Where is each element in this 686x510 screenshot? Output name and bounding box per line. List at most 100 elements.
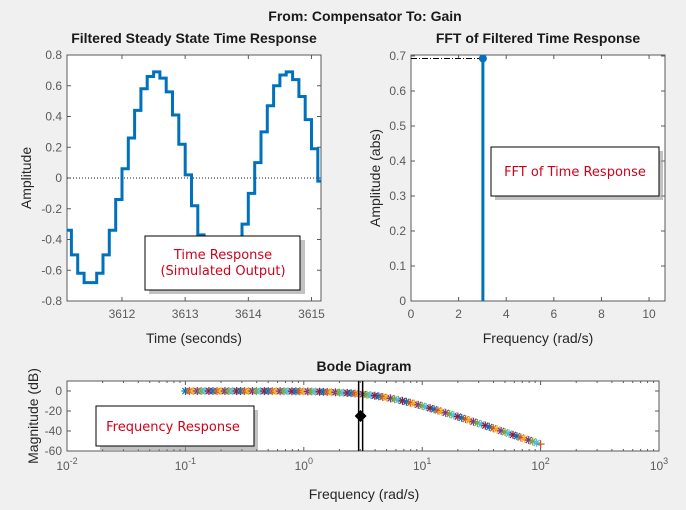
- x-tick-label: 2: [455, 307, 462, 321]
- time-response-axes[interactable]: Filtered Steady State Time Response 3612…: [18, 30, 325, 346]
- asterisk-marker: [433, 406, 442, 415]
- marker-stroke: [489, 424, 497, 432]
- asterisk-marker: [418, 401, 427, 410]
- asterisk-marker: [512, 432, 521, 441]
- marker-stroke: [477, 420, 485, 428]
- bode-title: Bode Diagram: [317, 358, 412, 374]
- y-tick-label: 0.2: [45, 140, 62, 154]
- y-tick-label: 0.4: [389, 154, 406, 168]
- asterisk-marker: [406, 398, 415, 407]
- y-tick-label: -0.8: [41, 294, 62, 308]
- y-tick-label: -0.2: [41, 202, 62, 216]
- marker-stroke: [454, 413, 462, 421]
- y-tick-label: 0.5: [389, 119, 406, 133]
- marker-stroke: [509, 431, 517, 439]
- marker-stroke: [501, 428, 509, 436]
- marker-stroke: [533, 439, 541, 447]
- asterisk-marker: [481, 421, 490, 430]
- time-ylabel: Amplitude: [18, 147, 34, 209]
- x-tick-label: 4: [503, 307, 510, 321]
- annotation-line1: Frequency Response: [106, 420, 240, 435]
- time-response-title: Filtered Steady State Time Response: [71, 30, 317, 46]
- fft-axes[interactable]: FFT of Filtered Time Response 0 2 4 6 8 10 0 0.…: [367, 30, 666, 346]
- asterisk-marker: [493, 425, 502, 434]
- marker-stroke: [414, 401, 422, 409]
- marker-stroke: [442, 409, 450, 417]
- time-response-line: [67, 70, 321, 286]
- fft-annotation[interactable]: FFT of Time Response: [490, 146, 663, 200]
- marker-stroke: [525, 436, 533, 444]
- y-tick-label: -40: [45, 424, 63, 438]
- y-tick-label: -20: [45, 404, 63, 418]
- y-tick-label: 0: [399, 294, 406, 308]
- marker-stroke: [473, 419, 481, 427]
- asterisk-marker: [536, 440, 545, 449]
- marker-stroke: [438, 408, 446, 416]
- y-tick-label: 0.1: [389, 259, 406, 273]
- marker-stroke: [410, 400, 418, 408]
- marker-stroke: [481, 422, 489, 430]
- annotation-line2: (Simulated Output): [160, 264, 285, 279]
- marker-stroke: [422, 403, 430, 411]
- x-tick-label: 10: [642, 307, 656, 321]
- bode-xlabel: Frequency (rad/s): [309, 486, 419, 502]
- marker-stroke: [462, 415, 470, 423]
- asterisk-marker: [508, 430, 517, 439]
- y-tick-label: 0.6: [45, 79, 62, 93]
- asterisk-marker: [453, 412, 462, 421]
- y-tick-label: -0.6: [41, 263, 62, 277]
- diamond-marker: [354, 410, 367, 422]
- bode-ylabel: Magnitude (dB): [25, 368, 41, 464]
- y-tick-label: 0: [55, 171, 62, 185]
- marker-stroke: [505, 430, 513, 437]
- y-tick-label: 0.4: [45, 110, 62, 124]
- y-tick-label: 0.2: [389, 224, 406, 238]
- annotation-line1: FFT of Time Response: [504, 165, 646, 180]
- asterisk-marker: [516, 433, 525, 442]
- x-tick-label: 6: [550, 307, 557, 321]
- stem-marker: [478, 54, 487, 63]
- x-tick-label: 3615: [298, 307, 325, 321]
- time-response-annotation[interactable]: Time Response (Simulated Output): [144, 235, 305, 294]
- x-tick-label: 3614: [235, 307, 262, 321]
- y-tick-label: 0.7: [389, 49, 406, 63]
- bode-axes[interactable]: Bode Diagram 10-2 10-1 100 101 102 103-60-40-…: [25, 358, 668, 502]
- marker-stroke: [529, 438, 537, 445]
- x-tick-label: 0: [408, 307, 415, 321]
- marker-stroke: [418, 402, 426, 410]
- marker-stroke: [521, 435, 529, 443]
- marker-stroke: [458, 414, 466, 422]
- marker-stroke: [485, 423, 493, 431]
- marker-stroke: [402, 398, 410, 406]
- marker-stroke: [430, 405, 438, 413]
- asterisk-marker: [485, 422, 494, 431]
- y-tick-label: -60: [45, 444, 63, 458]
- asterisk-marker: [473, 419, 482, 427]
- y-tick-label: 0.6: [389, 84, 406, 98]
- asterisk-marker: [532, 438, 541, 447]
- fft-xlabel: Frequency (rad/s): [483, 330, 593, 346]
- marker-stroke: [395, 396, 402, 404]
- figure-title: From: Compensator To: Gain: [268, 8, 461, 24]
- asterisk-marker: [410, 399, 419, 408]
- y-tick-label: 0: [55, 384, 62, 398]
- y-tick-label: 0.3: [389, 189, 406, 203]
- marker-stroke: [450, 411, 458, 419]
- y-tick-label: -0.4: [41, 233, 62, 247]
- marker-stroke: [399, 397, 406, 405]
- asterisk-marker: [402, 397, 411, 406]
- x-tick-label: 8: [598, 307, 605, 321]
- annotation-line1: Time Response: [173, 248, 272, 263]
- marker-stroke: [470, 418, 477, 426]
- marker-stroke: [446, 410, 454, 418]
- marker-stroke: [517, 434, 525, 441]
- marker-stroke: [426, 404, 434, 412]
- time-xlabel: Time (seconds): [146, 330, 242, 346]
- marker-stroke: [466, 416, 473, 424]
- y-tick-label: 0.8: [45, 48, 62, 62]
- marker-stroke: [497, 427, 505, 435]
- bode-annotation[interactable]: Frequency Response: [95, 405, 258, 450]
- marker-stroke: [513, 432, 521, 440]
- fft-ylabel: Amplitude (abs): [367, 129, 383, 227]
- marker-stroke: [434, 407, 442, 414]
